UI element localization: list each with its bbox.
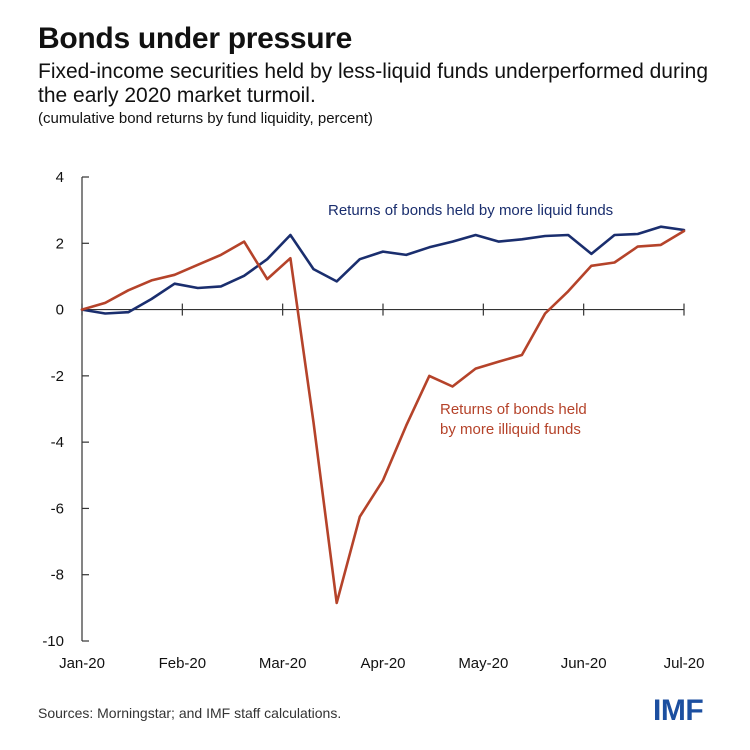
imf-logo: IMF (653, 694, 704, 727)
chart-tick-labels: 4 2 0 -2 -4 -6 -8 -10 Jan-20 Feb-20 Mar-20 Apr-20 Ma… (42, 169, 704, 672)
series-line-illiquid (80, 229, 686, 605)
y-tick-label: -10 (42, 633, 64, 650)
chart-title: Bonds under pressure (38, 22, 353, 55)
x-tick-label: Mar-20 (259, 655, 307, 672)
y-tick-label: 4 (56, 169, 64, 186)
x-tick-label: Jun-20 (561, 655, 607, 672)
source-note: Sources: Morningstar; and IMF staff calc… (38, 705, 342, 721)
chart-units-note: (cumulative bond returns by fund liquidi… (38, 110, 373, 127)
chart-series (80, 225, 686, 605)
y-tick-label: 2 (56, 235, 64, 252)
x-tick-label: Feb-20 (159, 655, 207, 672)
series-label-liquid: Returns of bonds held by more liquid fun… (328, 202, 613, 219)
x-tick-label: May-20 (458, 655, 508, 672)
y-tick-label: -6 (51, 500, 64, 517)
y-tick-label: 0 (56, 302, 64, 319)
x-tick-label: Jan-20 (59, 655, 105, 672)
y-tick-label: -8 (51, 567, 64, 584)
chart-axes (81, 176, 685, 642)
y-tick-label: -2 (51, 368, 64, 385)
x-tick-label: Jul-20 (664, 655, 705, 672)
chart-series-labels: Returns of bonds held by more liquid fun… (328, 202, 613, 438)
x-tick-label: Apr-20 (360, 655, 405, 672)
series-line-liquid (80, 225, 686, 315)
series-label-illiquid: Returns of bonds held by more illiquid fu… (440, 401, 587, 438)
line-chart: 4 2 0 -2 -4 -6 -8 -10 Jan-20 Feb-20 Mar-20 Apr-20 Ma… (42, 169, 704, 672)
y-tick-label: -4 (51, 434, 64, 451)
chart-subtitle: Fixed-income securities held by less-liq… (38, 60, 709, 107)
